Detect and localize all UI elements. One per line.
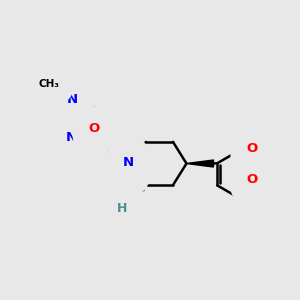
Text: N: N	[123, 156, 134, 169]
Text: O: O	[122, 165, 133, 178]
Text: O: O	[130, 207, 141, 220]
Text: N: N	[65, 131, 76, 144]
Text: CH₃: CH₃	[39, 79, 60, 89]
Text: O: O	[246, 142, 257, 155]
Text: H: H	[117, 202, 128, 215]
Polygon shape	[187, 160, 214, 167]
Text: N: N	[67, 93, 78, 106]
Polygon shape	[131, 185, 146, 208]
Text: S: S	[106, 142, 116, 156]
Text: O: O	[246, 173, 257, 186]
Text: O: O	[88, 122, 100, 135]
